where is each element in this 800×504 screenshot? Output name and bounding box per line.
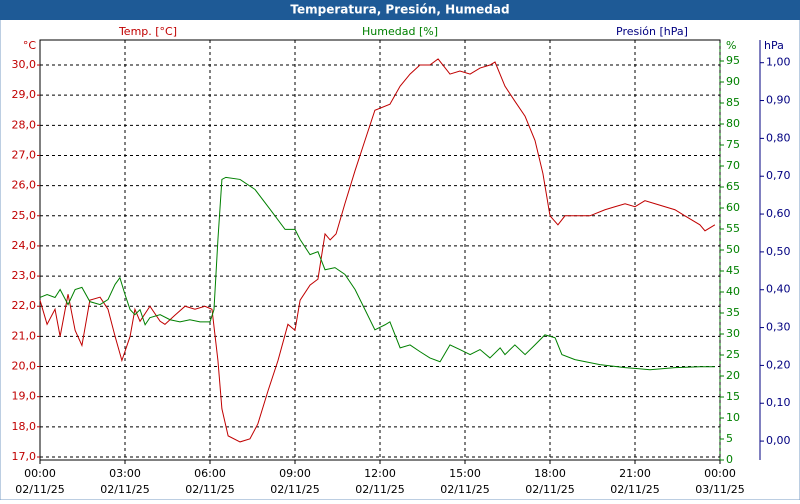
- y-tick-label: 18,0: [12, 420, 37, 433]
- y3-tick-label: 0,60: [766, 207, 791, 220]
- x-tick-date: 02/11/25: [100, 483, 149, 496]
- y2-unit: %: [726, 39, 736, 52]
- x-tick-label: 21:00: [619, 467, 651, 480]
- y2-tick-label: 65: [726, 180, 740, 193]
- y-tick-label: 26,0: [12, 179, 37, 192]
- y2-tick-label: 15: [726, 390, 740, 403]
- y2-tick-label: 20: [726, 369, 740, 382]
- y2-tick-label: 90: [726, 75, 740, 88]
- chart-title: Temperatura, Presión, Humedad: [290, 3, 509, 17]
- y-tick-label: 21,0: [12, 329, 37, 342]
- y-tick-label: 23,0: [12, 269, 37, 282]
- y2-tick-label: 0: [726, 453, 733, 466]
- y3-tick-label: 0,00: [766, 434, 791, 447]
- y-tick-label: 22,0: [12, 299, 37, 312]
- x-tick-date: 03/11/25: [695, 483, 744, 496]
- x-tick-date: 02/11/25: [610, 483, 659, 496]
- y2-tick-label: 50: [726, 243, 740, 256]
- y3-label: Presión [hPa]: [616, 25, 688, 38]
- y2-tick-label: 75: [726, 138, 740, 151]
- y-label: Temp. [°C]: [118, 25, 177, 38]
- y-tick-label: 30,0: [12, 58, 37, 71]
- x-tick-date: 02/11/25: [15, 483, 64, 496]
- x-tick-label: 00:00: [24, 467, 56, 480]
- x-tick-date: 02/11/25: [525, 483, 574, 496]
- y2-tick-label: 10: [726, 411, 740, 424]
- x-tick-label: 15:00: [449, 467, 481, 480]
- y2-tick-label: 35: [726, 306, 740, 319]
- y-tick-label: 17,0: [12, 450, 37, 463]
- y2-tick-label: 40: [726, 285, 740, 298]
- y3-tick-label: 0,70: [766, 169, 791, 182]
- y-unit: °C: [23, 39, 37, 52]
- title-bar: [0, 0, 800, 20]
- y3-tick-label: 0,50: [766, 245, 791, 258]
- y3-unit: hPa: [764, 39, 784, 52]
- x-tick-label: 03:00: [109, 467, 141, 480]
- y3-tick-label: 1,00: [766, 56, 791, 69]
- y2-tick-label: 85: [726, 96, 740, 109]
- y2-tick-label: 25: [726, 348, 740, 361]
- x-tick-label: 12:00: [364, 467, 396, 480]
- y2-tick-label: 95: [726, 54, 740, 67]
- x-tick-date: 02/11/25: [185, 483, 234, 496]
- x-tick-date: 02/11/25: [270, 483, 319, 496]
- y3-tick-label: 0,30: [766, 321, 791, 334]
- y-tick-label: 29,0: [12, 88, 37, 101]
- y-tick-label: 28,0: [12, 118, 37, 131]
- y2-tick-label: 60: [726, 201, 740, 214]
- y3-tick-label: 0,40: [766, 283, 791, 296]
- series-line: [39, 176, 715, 371]
- x-tick-date: 02/11/25: [440, 483, 489, 496]
- x-tick-label: 18:00: [534, 467, 566, 480]
- y-tick-label: 20,0: [12, 360, 37, 373]
- y3-tick-label: 0,80: [766, 131, 791, 144]
- y-tick-label: 27,0: [12, 148, 37, 161]
- y3-tick-label: 0,90: [766, 94, 791, 107]
- y-tick-label: 25,0: [12, 209, 37, 222]
- y2-tick-label: 30: [726, 327, 740, 340]
- series-line: [39, 58, 716, 443]
- y2-tick-label: 70: [726, 159, 740, 172]
- y2-tick-label: 80: [726, 117, 740, 130]
- x-tick-label: 09:00: [279, 467, 311, 480]
- x-tick-date: 02/11/25: [355, 483, 404, 496]
- y3-tick-label: 0,10: [766, 396, 791, 409]
- y2-tick-label: 45: [726, 264, 740, 277]
- y2-label: Humedad [%]: [362, 25, 438, 38]
- y-tick-label: 19,0: [12, 390, 37, 403]
- y3-tick-label: 0,20: [766, 358, 791, 371]
- y2-tick-label: 55: [726, 222, 740, 235]
- y-tick-label: 24,0: [12, 239, 37, 252]
- x-tick-label: 06:00: [194, 467, 226, 480]
- x-tick-label: 00:00: [704, 467, 736, 480]
- y2-tick-label: 5: [726, 432, 733, 445]
